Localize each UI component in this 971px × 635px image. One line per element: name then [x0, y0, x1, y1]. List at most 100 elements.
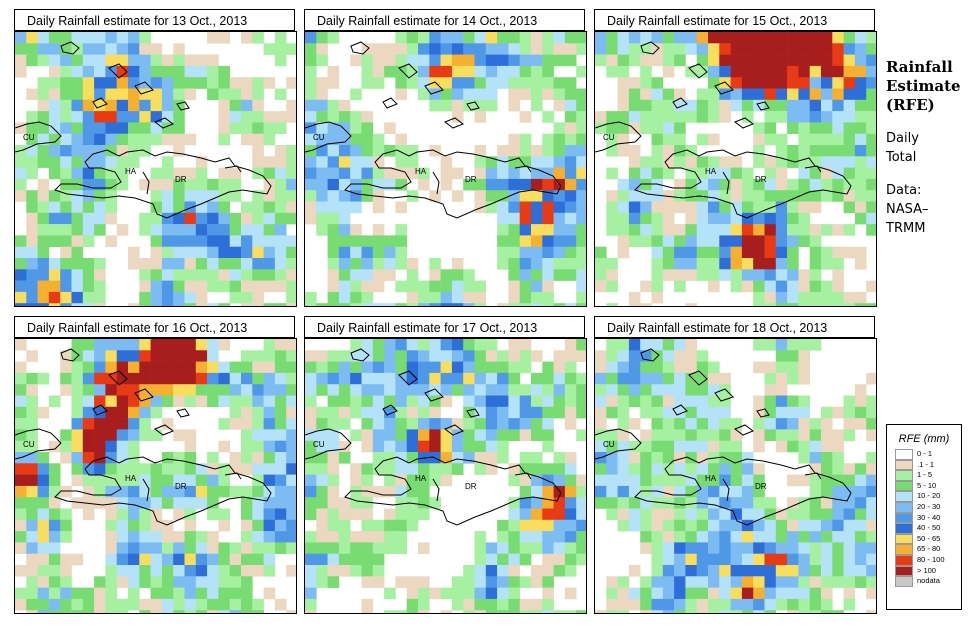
rainfall-cell: [139, 553, 151, 566]
rainfall-cell: [195, 497, 208, 509]
rainfall-cell: [595, 246, 607, 259]
rainfall-cell: [662, 201, 675, 214]
rainfall-cell: [674, 406, 686, 419]
legend-item: .1 - 1: [895, 459, 961, 471]
rainfall-cell: [94, 291, 106, 304]
rainfall-cell: [150, 485, 163, 498]
rainfall-cell: [662, 167, 675, 180]
rainfall-cell: [798, 201, 810, 214]
country-label: DR: [175, 482, 187, 491]
rainfall-cell: [116, 99, 129, 112]
rainfall-cell: [218, 587, 230, 600]
rainfall-cell: [485, 88, 498, 101]
rainfall-cell: [218, 372, 230, 385]
rainfall-cell: [708, 190, 720, 202]
rainfall-cell: [595, 610, 607, 613]
rainfall-cell: [753, 43, 765, 55]
rainfall-cell: [274, 361, 287, 374]
rainfall-cell: [485, 190, 498, 202]
rainfall-cell: [821, 43, 833, 55]
rainfall-cell: [564, 246, 577, 259]
rainfall-cell: [286, 167, 296, 180]
rainfall-cell: [640, 384, 652, 396]
rainfall-cell: [696, 269, 709, 281]
rainfall-cell: [173, 303, 185, 306]
rainfall-cell: [37, 610, 50, 613]
rainfall-cell: [651, 395, 664, 408]
rainfall-cell: [263, 372, 276, 385]
rainfall-cell: [150, 122, 163, 134]
coastline-path: [672, 97, 688, 109]
rainfall-cell: [229, 542, 242, 554]
rainfall-cell: [15, 291, 27, 304]
rainfall-cell: [384, 258, 396, 270]
rainfall-cell: [395, 156, 407, 168]
rainfall-cell: [606, 395, 618, 408]
rainfall-cell: [542, 65, 554, 78]
rainfall-cell: [105, 576, 117, 588]
source-line1: Data:: [886, 183, 922, 198]
rainfall-cell: [821, 429, 833, 441]
rainfall-cell: [173, 269, 185, 281]
rainfall-cell: [229, 167, 242, 180]
rainfall-cell: [305, 167, 317, 180]
rainfall-cell: [564, 235, 577, 247]
rainfall-cell: [696, 565, 709, 577]
rainfall-cell: [617, 598, 630, 611]
rainfall-cell: [798, 440, 810, 453]
rainfall-cell: [651, 440, 664, 453]
rainfall-cell: [832, 508, 844, 521]
rainfall-cell: [161, 361, 174, 374]
rainfall-cell: [173, 280, 185, 293]
rainfall-cell: [71, 54, 84, 67]
rainfall-cell: [15, 440, 27, 453]
rainfall-cell: [105, 65, 117, 78]
rainfall-cell: [708, 111, 720, 123]
rainfall-cell: [485, 77, 498, 89]
rainfall-cell: [150, 291, 163, 304]
rainfall-cell: [116, 156, 129, 168]
rainfall-cell: [350, 474, 362, 487]
rainfall-cell: [361, 395, 374, 408]
rainfall-cell: [606, 587, 618, 600]
rainfall-cell: [263, 235, 276, 247]
rainfall-cell: [764, 576, 777, 588]
rainfall-cell: [128, 303, 140, 306]
rainfall-cell: [252, 452, 264, 464]
rainfall-cell: [606, 190, 618, 202]
rainfall-cell: [418, 178, 430, 191]
rainfall-cell: [207, 474, 219, 487]
rainfall-cell: [564, 485, 577, 498]
legend-label: 0 - 1: [917, 449, 933, 458]
rainfall-cell: [37, 497, 50, 509]
rainfall-cell: [94, 418, 106, 430]
rainfall-cell: [94, 384, 106, 396]
rainfall-cell: [787, 156, 799, 168]
rainfall-cell: [606, 258, 618, 270]
rainfall-cell: [651, 156, 664, 168]
rainfall-cell: [161, 111, 174, 123]
rainfall-cell: [564, 258, 577, 270]
rainfall-cell: [384, 418, 396, 430]
rainfall-cell: [564, 212, 577, 225]
rainfall-cell: [94, 395, 106, 408]
rainfall-cell: [708, 361, 720, 374]
rainfall-cell: [37, 54, 50, 67]
rainfall-cell: [48, 553, 61, 566]
rainfall-cell: [553, 77, 566, 89]
rainfall-cell: [564, 43, 577, 55]
rainfall-cell: [821, 111, 833, 123]
rainfall-cell: [161, 303, 174, 306]
rainfall-cell: [485, 429, 498, 441]
rainfall-cell: [173, 43, 185, 55]
rainfall-cell: [139, 178, 151, 191]
rainfall-cell: [463, 429, 475, 441]
rainfall-cell: [474, 291, 487, 304]
coastline-path: [54, 149, 272, 219]
rainfall-cell: [719, 77, 731, 89]
rainfall-cell: [519, 32, 532, 44]
rainfall-cell: [263, 565, 276, 577]
rainfall-cell: [229, 565, 242, 577]
rainfall-cell: [161, 576, 174, 588]
rainfall-cell: [395, 497, 407, 509]
